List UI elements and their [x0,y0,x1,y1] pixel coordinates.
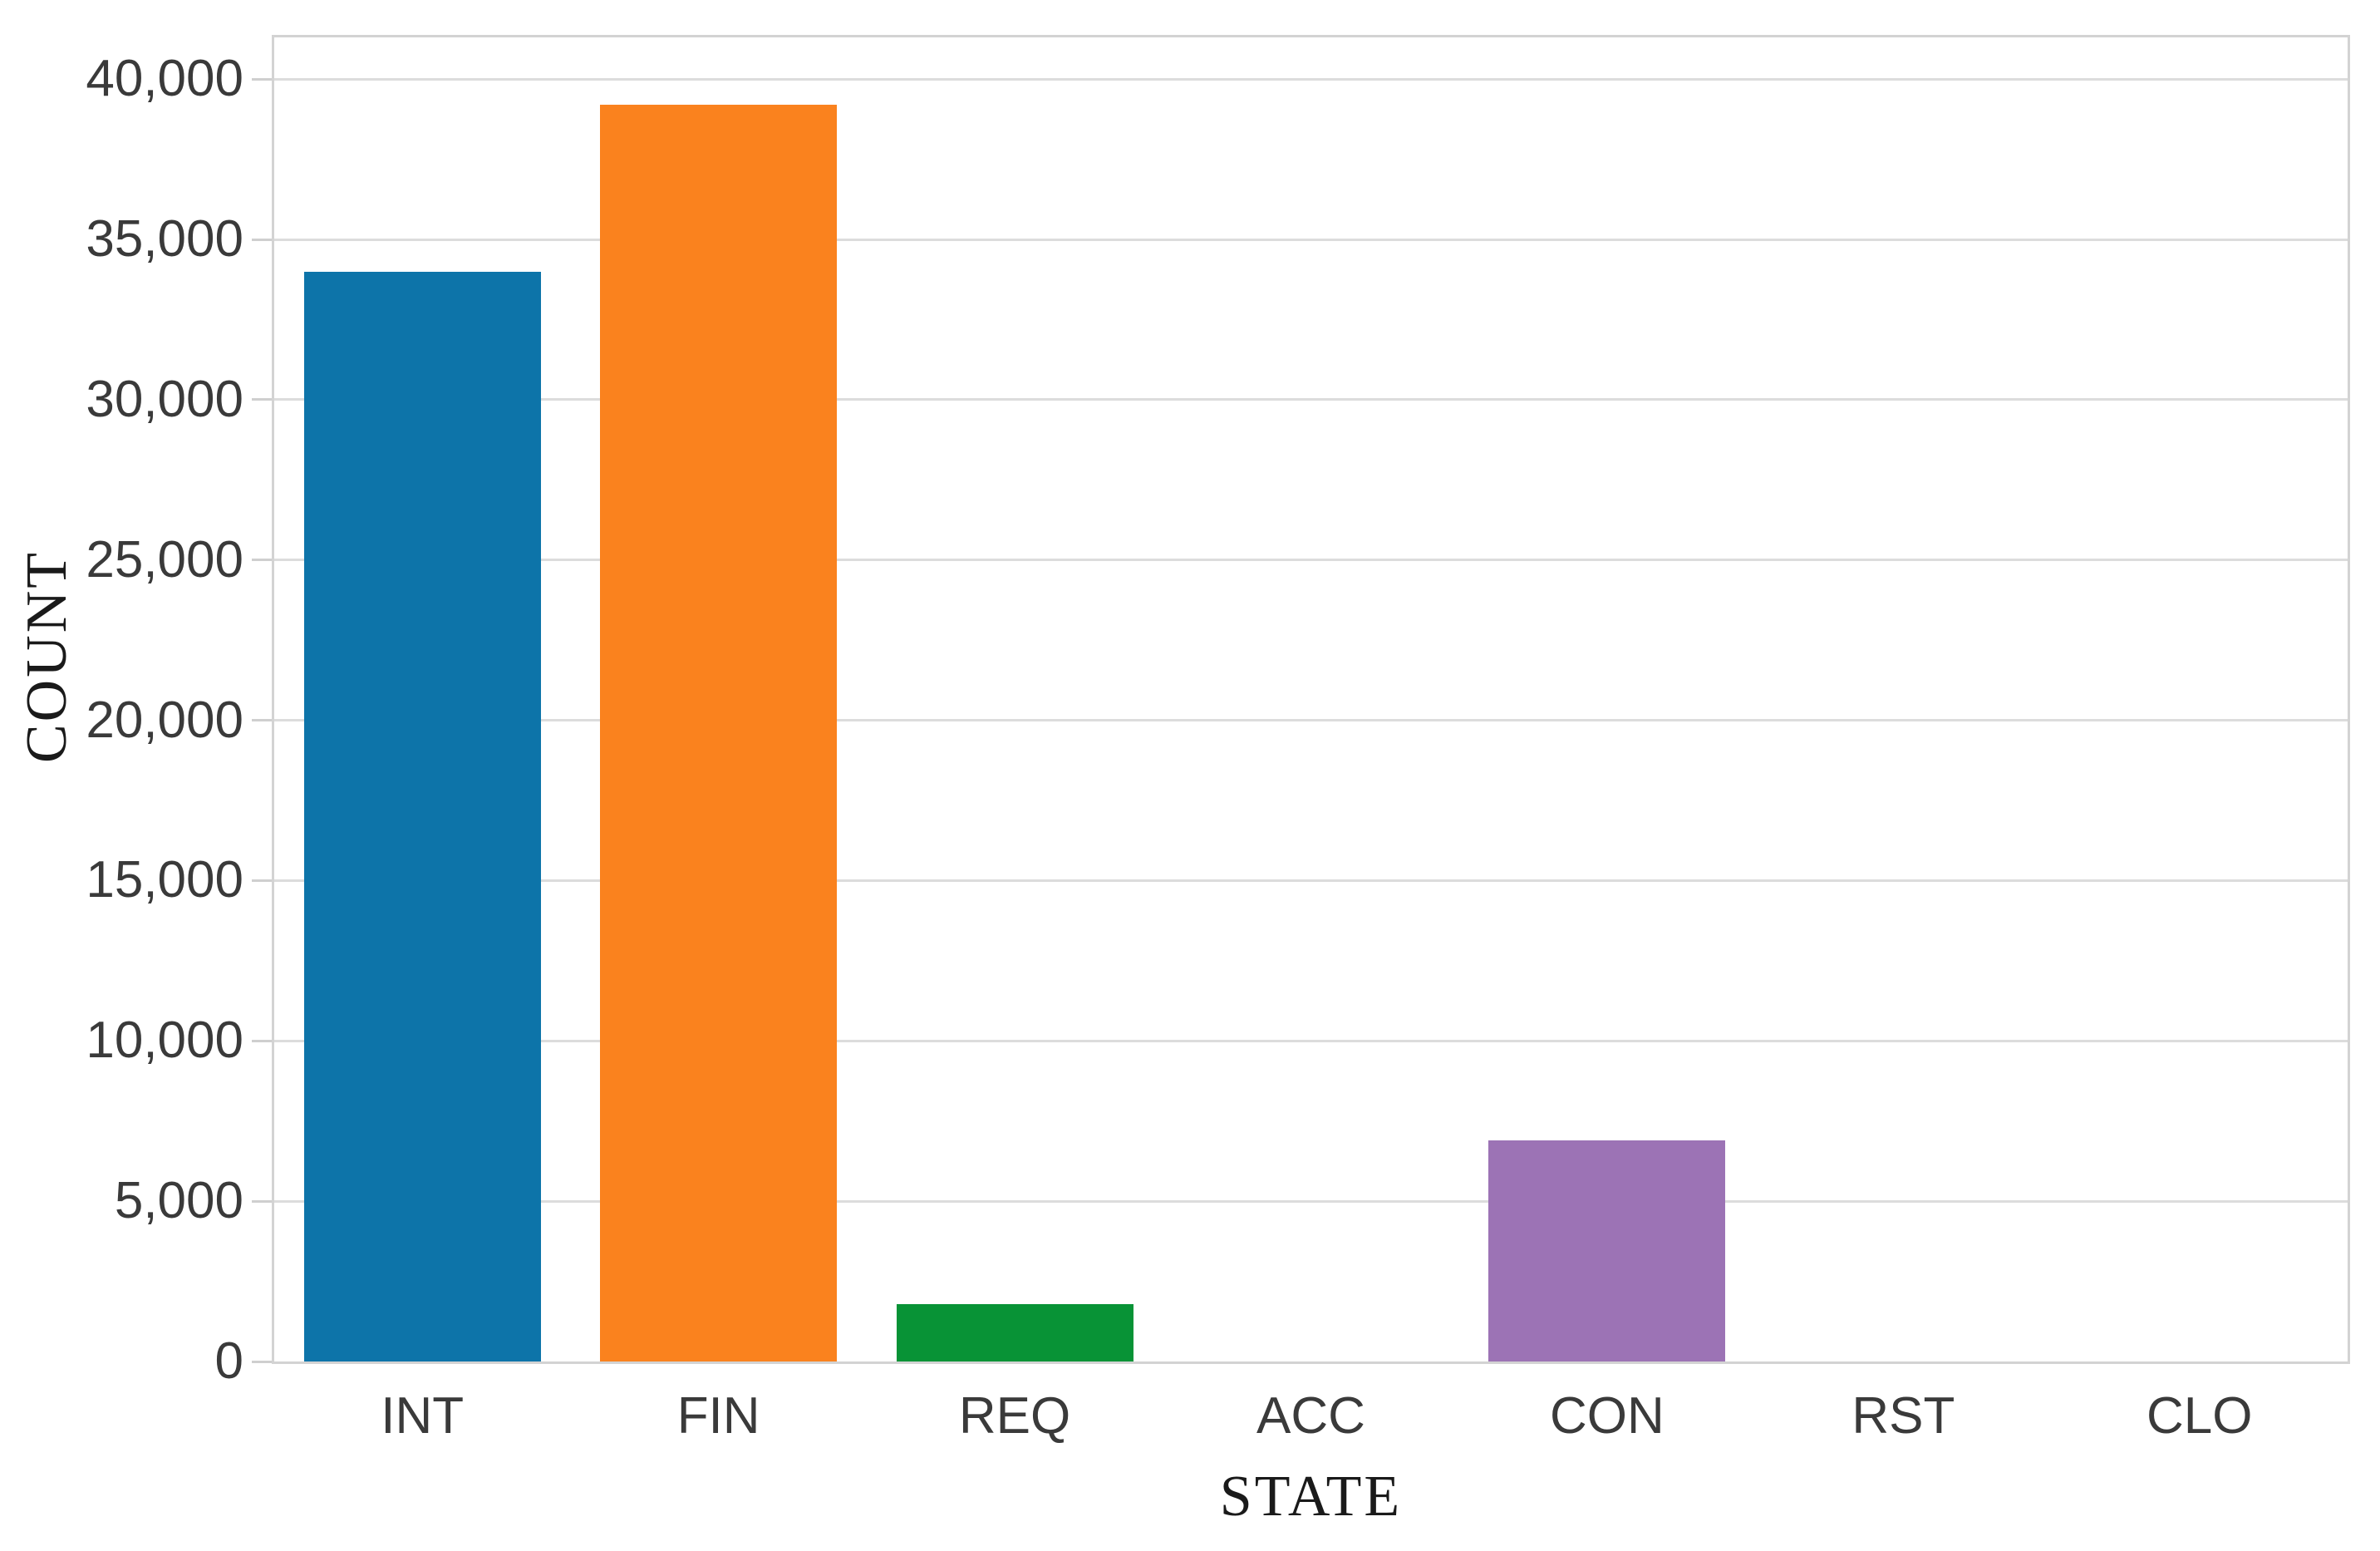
gridline-5000 [274,1199,2348,1203]
bar-req [896,1303,1133,1361]
bar-con [1488,1140,1726,1361]
plot-area [272,35,2350,1364]
x-tick-label-clo: CLO [2146,1387,2253,1445]
y-tick-mark-5000 [252,1199,272,1203]
gridline-15000 [274,879,2348,882]
gridline-35000 [274,238,2348,241]
gridline-25000 [274,559,2348,562]
x-tick-label-con: CON [1550,1387,1665,1445]
y-tick-label-0: 0 [214,1332,243,1390]
y-tick-label-20000: 20,000 [86,691,243,749]
y-tick-mark-20000 [252,719,272,722]
y-tick-label-25000: 25,000 [86,530,243,588]
y-tick-mark-15000 [252,879,272,882]
x-tick-label-rst: RST [1851,1387,1955,1445]
y-tick-mark-40000 [252,77,272,81]
y-tick-label-35000: 35,000 [86,210,243,268]
y-tick-mark-10000 [252,1039,272,1042]
y-tick-label-30000: 30,000 [86,370,243,428]
x-axis-title: STATE [1219,1465,1403,1529]
gridline-30000 [274,398,2348,401]
x-tick-label-req: REQ [958,1387,1071,1445]
y-tick-mark-30000 [252,398,272,401]
y-tick-label-15000: 15,000 [86,851,243,909]
x-tick-label-fin: FIN [676,1387,760,1445]
gridline-20000 [274,719,2348,722]
y-tick-label-10000: 10,000 [86,1012,243,1070]
y-tick-mark-0 [252,1360,272,1363]
y-tick-label-40000: 40,000 [86,50,243,108]
x-tick-label-acc: ACC [1256,1387,1365,1445]
y-tick-mark-35000 [252,238,272,241]
bar-fin [600,105,838,1361]
x-tick-label-int: INT [381,1387,465,1445]
gridline-40000 [274,77,2348,81]
y-tick-label-5000: 5,000 [114,1172,243,1230]
bar-int [303,271,541,1361]
gridline-10000 [274,1039,2348,1042]
y-axis-title: COUNT [15,549,79,764]
y-tick-mark-25000 [252,559,272,562]
